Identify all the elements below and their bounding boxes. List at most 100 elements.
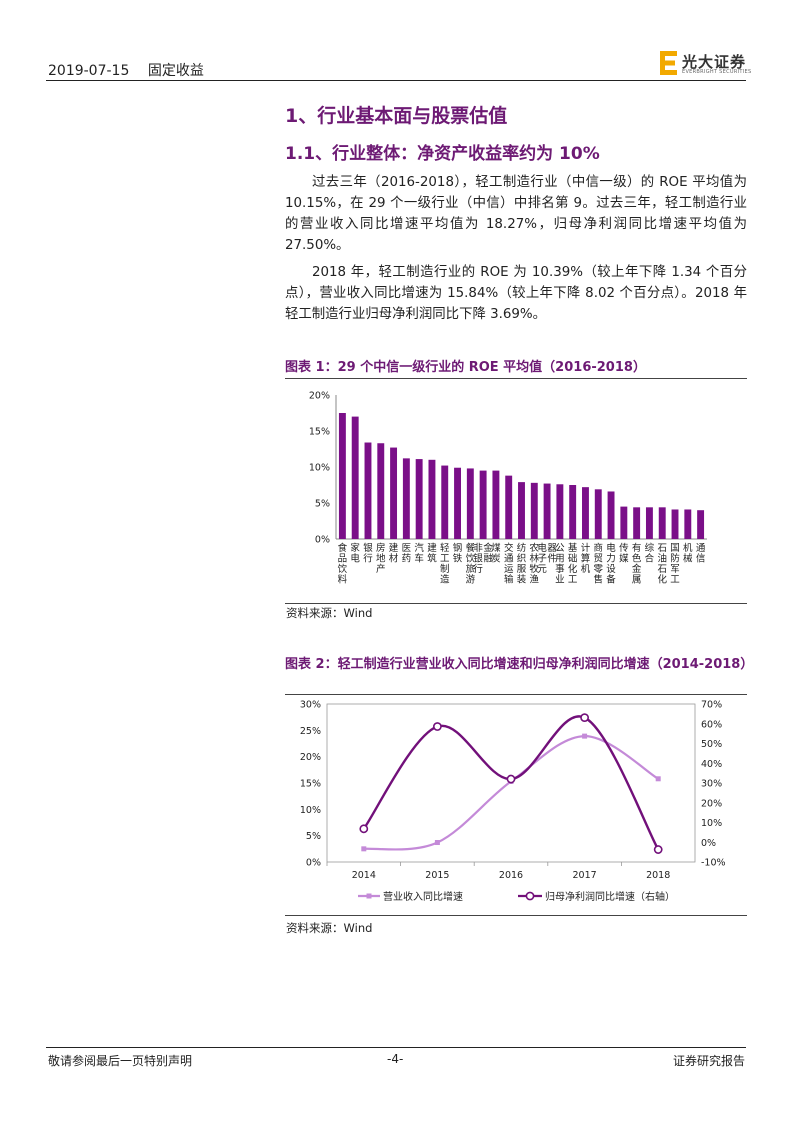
x-tick-label: 汽车 <box>414 542 424 565</box>
revenue-point <box>434 840 440 846</box>
right-y-tick-label: 0% <box>701 838 716 849</box>
bar <box>492 470 500 539</box>
bar <box>518 482 525 539</box>
x-tick-label: 建筑 <box>427 542 437 565</box>
bar <box>402 458 410 539</box>
x-tick-label: 传媒 <box>619 542 629 565</box>
bar <box>454 467 461 539</box>
x-tick-label: 通信 <box>696 543 706 565</box>
figure1-bottom-rule <box>285 603 747 604</box>
bar <box>441 465 449 539</box>
profit-point <box>580 713 589 723</box>
x-tick-label: 银行 <box>363 542 373 565</box>
page-number: -4- <box>387 1052 404 1066</box>
paragraph-1: 过去三年（2016-2018），轻工制造行业（中信一级）的 ROE 平均值为 1… <box>285 175 747 253</box>
left-y-tick-label: 10% <box>300 805 321 816</box>
figure1-source: 资料来源：Wind <box>286 606 373 620</box>
x-tick-label: 农林牧渔 <box>530 542 540 586</box>
figure2-top-rule <box>285 694 747 695</box>
bar <box>466 468 474 539</box>
paragraph-2: 2018 年，轻工制造行业的 ROE 为 10.39%（较上年下降 1.34 个… <box>285 265 747 322</box>
plot-frame <box>326 703 696 863</box>
right-y-tick-label: 20% <box>701 798 722 809</box>
x-tick-label: 钢铁 <box>453 542 463 565</box>
figure1-title: 图表 1：29 个中信一级行业的 ROE 平均值（2016-2018） <box>285 360 646 375</box>
footer-divider <box>46 1047 746 1048</box>
x-tick-label: 非银行金融 <box>473 542 493 575</box>
revenue-point <box>361 846 367 852</box>
revenue-point <box>655 776 661 782</box>
bar <box>351 416 359 539</box>
bar <box>582 487 589 539</box>
legend-revenue-marker <box>366 893 372 899</box>
x-tick-label: 餐饮旅游 <box>466 542 476 586</box>
x-tick-label: 食品饮料 <box>338 542 348 586</box>
bar <box>633 507 641 539</box>
right-y-tick-label: 30% <box>701 779 722 790</box>
left-y-tick-label: 15% <box>300 779 321 790</box>
revenue-point <box>582 733 588 739</box>
footer-disclaimer: 敬请参阅最后一页特别声明 <box>48 1054 193 1068</box>
right-y-tick-label: 70% <box>701 700 722 711</box>
profit-point <box>359 824 369 834</box>
x-tick-label: 轻工制造 <box>440 542 450 586</box>
x-tick-label: 2015 <box>425 870 449 881</box>
x-tick-label: 电力设备 <box>606 542 616 586</box>
bar <box>684 509 692 539</box>
x-tick-label: 商贸零售 <box>594 542 604 586</box>
left-y-tick-label: 5% <box>306 831 321 842</box>
everbright-logo-icon <box>660 51 677 75</box>
figure2-title: 图表 2：轻工制造行业营业收入同比增速和归母净利润同比增速（2014-2018） <box>285 657 754 672</box>
y-tick-label: 20% <box>309 391 330 402</box>
x-tick-label: 计算机 <box>581 542 591 575</box>
figure2-bottom-rule <box>285 915 747 916</box>
profit-point <box>506 774 516 784</box>
logo-text-en: EVERBRIGHT SECURITIES <box>682 69 752 75</box>
footer-report-type: 证券研究报告 <box>672 1054 745 1068</box>
x-tick-label: 2016 <box>499 870 523 881</box>
bar <box>569 485 577 539</box>
figure2-source: 资料来源：Wind <box>286 921 373 935</box>
logo-text-cn: 光大证券 <box>682 53 747 71</box>
legend-profit-marker <box>525 891 535 901</box>
bar <box>594 489 602 539</box>
bar <box>377 443 385 539</box>
x-tick-label: 交通运输 <box>504 542 514 586</box>
company-logo: 光大证券 EVERBRIGHT SECURITIES <box>660 51 752 77</box>
bar <box>338 413 346 539</box>
right-y-tick-label: 50% <box>701 739 722 750</box>
x-tick-label: 基础化工 <box>568 542 578 586</box>
bar <box>390 447 398 539</box>
bar <box>556 484 564 539</box>
bar <box>620 506 628 539</box>
report-category: 固定收益 <box>147 63 204 79</box>
bar <box>671 509 679 539</box>
bar <box>543 483 551 539</box>
right-y-tick-label: -10% <box>701 858 726 869</box>
legend-profit-label: 归母净利润同比增速（右轴） <box>545 890 675 903</box>
x-tick-label: 有色金属 <box>632 542 642 586</box>
left-y-tick-label: 20% <box>300 752 321 763</box>
x-tick-label: 机械 <box>683 542 693 565</box>
x-tick-label: 2018 <box>646 870 670 881</box>
bar <box>479 470 487 539</box>
subsection-heading: 1.1、行业整体：净资产收益率约为 10% <box>285 144 600 164</box>
y-tick-label: 10% <box>309 463 330 474</box>
revenue-growth-line <box>363 735 659 851</box>
profit-point <box>653 845 663 854</box>
bar <box>607 491 615 539</box>
y-tick-label: 0% <box>315 535 330 546</box>
x-tick-label: 2017 <box>573 870 597 881</box>
bar <box>645 507 653 539</box>
x-tick-label: 公用事业 <box>555 543 565 586</box>
x-tick-label: 电子元器件 <box>537 542 557 575</box>
right-y-tick-label: 10% <box>701 818 722 829</box>
right-y-tick-label: 60% <box>701 719 722 730</box>
x-tick-label: 纺织服装 <box>517 542 527 586</box>
profit-point <box>432 722 442 731</box>
left-y-tick-label: 25% <box>300 726 321 737</box>
x-tick-label: 综合 <box>645 542 655 565</box>
x-tick-label: 国防军工 <box>670 543 680 586</box>
